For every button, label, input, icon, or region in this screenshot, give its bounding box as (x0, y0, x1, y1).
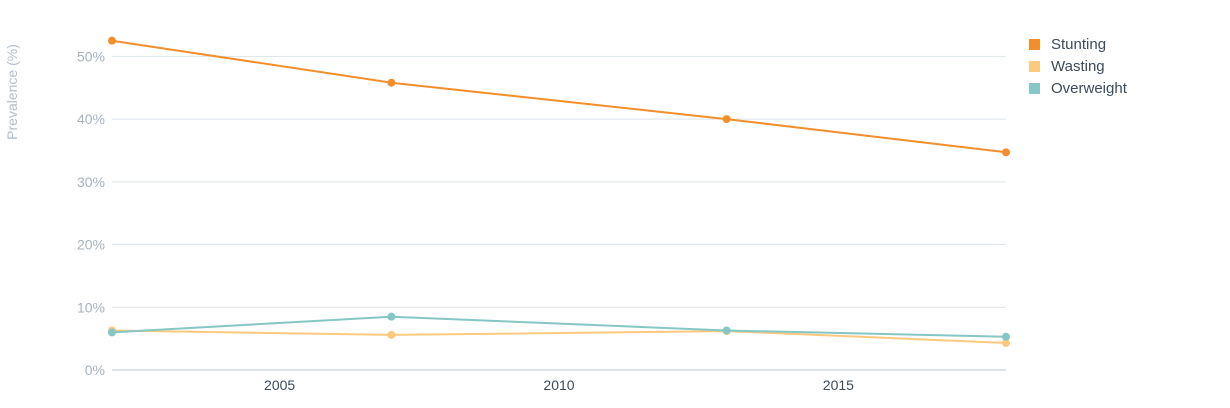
y-tick-label: 0% (85, 362, 105, 378)
stunting-point[interactable] (722, 115, 731, 124)
stunting-point[interactable] (1002, 148, 1010, 157)
overweight-point[interactable] (722, 326, 731, 335)
legend-item-wasting[interactable]: Wasting (1029, 55, 1127, 77)
x-tick-label: 2010 (543, 377, 574, 393)
series-stunting (108, 36, 1010, 157)
legend-label: Stunting (1051, 35, 1107, 53)
legend: Stunting Wasting Overweight (1029, 33, 1127, 99)
legend-swatch-overweight (1029, 82, 1040, 94)
x-axis-ticks: 2005 2010 2015 (264, 377, 854, 393)
y-tick-label: 50% (77, 48, 105, 64)
series-wasting (108, 326, 1010, 348)
stunting-line (111, 39, 1007, 154)
stunting-point[interactable] (387, 78, 396, 87)
wasting-point[interactable] (387, 330, 396, 339)
gridlines (112, 55, 1006, 371)
overweight-point[interactable] (108, 328, 116, 337)
wasting-point[interactable] (1002, 339, 1010, 348)
y-tick-label: 40% (77, 111, 105, 127)
overweight-point[interactable] (387, 312, 396, 321)
x-tick-label: 2015 (823, 377, 854, 393)
overweight-line (111, 315, 1007, 338)
legend-swatch-wasting (1029, 60, 1040, 72)
stunting-point[interactable] (108, 36, 116, 45)
overweight-point[interactable] (1002, 332, 1010, 341)
legend-label: Overweight (1051, 79, 1127, 97)
legend-swatch-stunting (1029, 38, 1040, 50)
wasting-line (111, 329, 1007, 344)
legend-item-stunting[interactable]: Stunting (1029, 33, 1127, 55)
y-axis-ticks: 0% 10% 20% 30% 40% 50% (77, 48, 105, 378)
x-tick-label: 2005 (264, 377, 295, 393)
legend-item-overweight[interactable]: Overweight (1029, 77, 1127, 99)
y-axis-label: Prevalence (%) (4, 44, 20, 140)
y-tick-label: 30% (77, 174, 105, 190)
y-tick-label: 10% (77, 299, 105, 315)
legend-label: Wasting (1051, 57, 1105, 75)
y-tick-label: 20% (77, 237, 105, 253)
series-overweight (108, 312, 1010, 341)
series (108, 36, 1010, 348)
